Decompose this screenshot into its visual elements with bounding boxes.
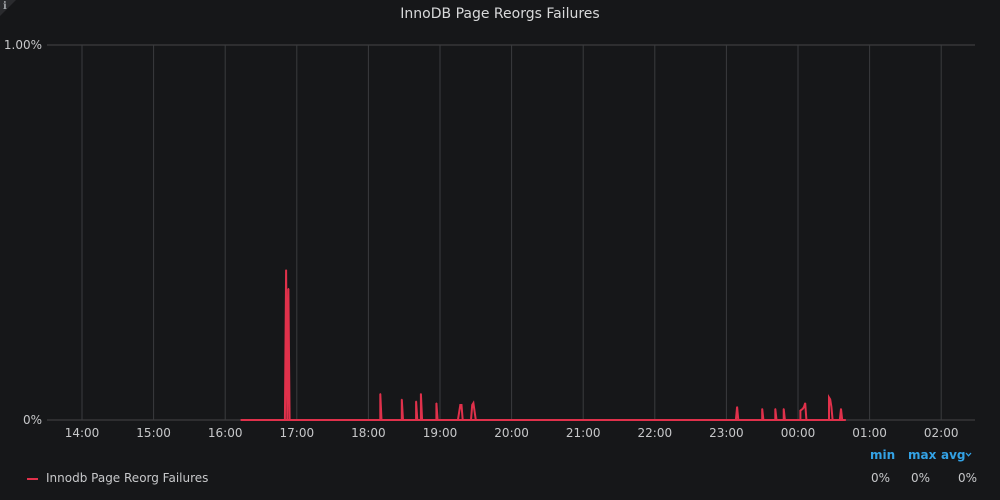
data-point <box>460 404 461 405</box>
data-point <box>737 406 738 407</box>
x-tick-label: 23:00 <box>709 426 744 440</box>
x-tick-label: 20:00 <box>494 426 529 440</box>
grid-lines <box>47 45 975 420</box>
y-tick-label: 0% <box>23 413 42 427</box>
x-tick-label: 00:00 <box>781 426 816 440</box>
data-point <box>288 288 289 289</box>
data-point <box>830 399 831 400</box>
legend-header-avg[interactable]: avg <box>941 448 966 462</box>
legend-value-min: 0% <box>860 471 890 485</box>
x-tick-label: 19:00 <box>423 426 458 440</box>
data-point <box>762 408 763 409</box>
data-point <box>775 408 776 409</box>
data-point <box>380 393 381 394</box>
legend-series-name[interactable]: Innodb Page Reorg Failures <box>46 471 208 485</box>
data-point <box>840 408 841 409</box>
legend-value-avg: 0% <box>947 471 977 485</box>
data-point <box>805 403 806 404</box>
data-point <box>831 406 832 407</box>
x-tick-label: 17:00 <box>280 426 315 440</box>
series-line <box>241 270 846 420</box>
x-tick-label: 01:00 <box>852 426 887 440</box>
data-point <box>473 403 474 404</box>
series-layer <box>241 269 846 420</box>
data-point <box>803 406 804 407</box>
data-point <box>401 399 402 400</box>
x-tick-label: 18:00 <box>351 426 386 440</box>
legend-header-max[interactable]: max <box>908 448 936 462</box>
x-tick-label: 15:00 <box>136 426 171 440</box>
data-point <box>828 397 829 398</box>
x-tick-label: 21:00 <box>566 426 601 440</box>
data-point <box>472 404 473 405</box>
x-tick-label: 02:00 <box>924 426 959 440</box>
data-point <box>461 404 462 405</box>
legend-value-max: 0% <box>900 471 930 485</box>
data-point <box>285 269 286 270</box>
data-point <box>802 408 803 409</box>
y-tick-label: 1.00% <box>4 38 42 52</box>
data-point <box>436 403 437 404</box>
x-axis-ticks: 14:00 15:00 16:00 17:00 18:00 19:00 20:00 21:00… <box>65 426 959 440</box>
data-point <box>420 393 421 394</box>
chevron-down-icon[interactable] <box>965 451 972 458</box>
x-tick-label: 14:00 <box>65 426 100 440</box>
data-point <box>416 401 417 402</box>
x-tick-label: 16:00 <box>208 426 243 440</box>
data-point <box>783 408 784 409</box>
data-point <box>800 410 801 411</box>
x-tick-label: 22:00 <box>638 426 673 440</box>
legend-header-min[interactable]: min <box>870 448 895 462</box>
y-axis-ticks: 0% 1.00% <box>4 38 42 427</box>
legend-series-color <box>27 478 38 480</box>
